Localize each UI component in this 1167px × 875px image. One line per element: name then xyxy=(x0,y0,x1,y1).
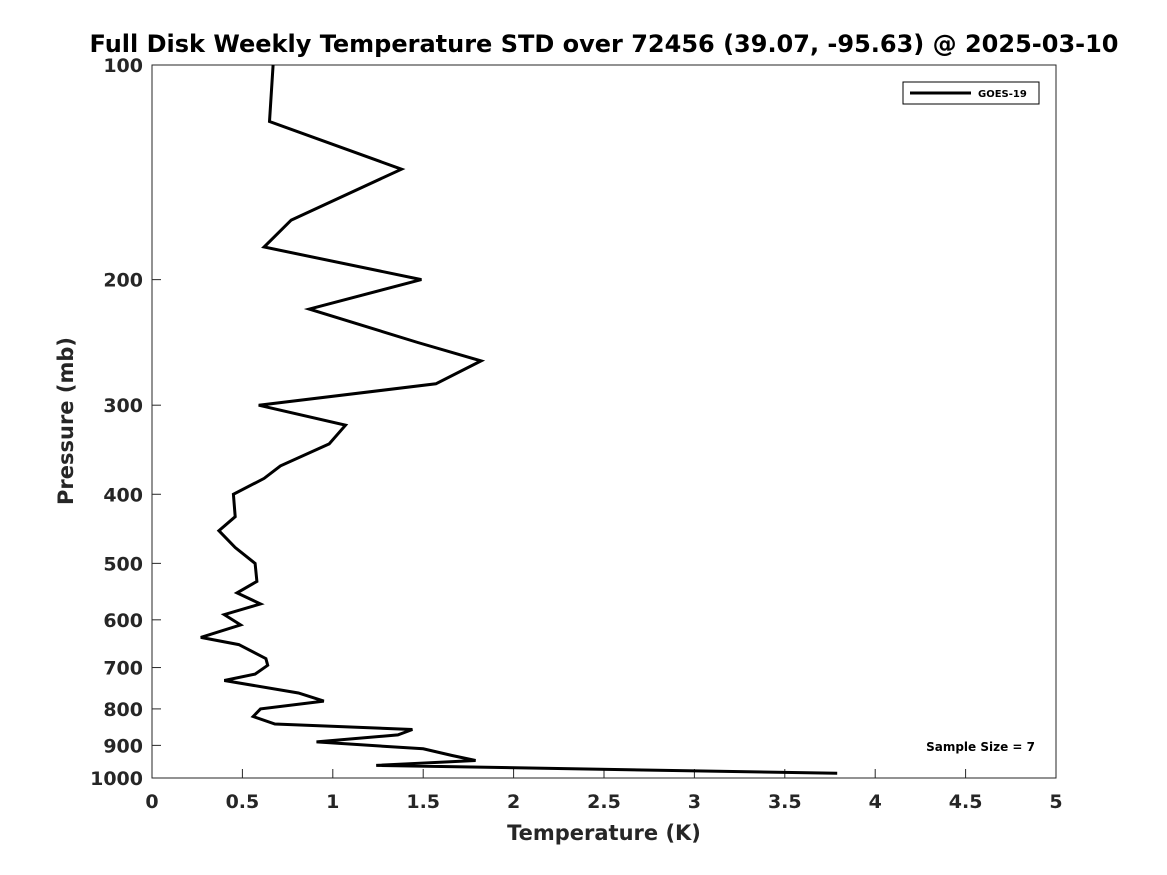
sample-size-annotation: Sample Size = 7 xyxy=(926,740,1035,754)
y-tick-label: 800 xyxy=(103,699,143,721)
x-tick-label: 1.5 xyxy=(406,791,440,813)
x-tick-label: 2 xyxy=(507,791,520,813)
legend-label-goes-19: GOES-19 xyxy=(978,89,1027,100)
y-tick-label: 300 xyxy=(103,395,143,417)
series-line-goes-19 xyxy=(200,64,838,775)
plot-area xyxy=(151,64,1057,779)
y-tick-label: 700 xyxy=(103,658,143,680)
y-axis-label: Pressure (mb) xyxy=(54,337,78,505)
x-axis-label: Temperature (K) xyxy=(507,821,701,845)
y-tick-label: 600 xyxy=(103,610,143,632)
y-tick-label: 1000 xyxy=(90,768,143,790)
x-tick-label: 1 xyxy=(326,791,339,813)
x-tick-label: 4.5 xyxy=(949,791,983,813)
legend: GOES-19 xyxy=(902,81,1040,105)
chart-title: Full Disk Weekly Temperature STD over 72… xyxy=(90,30,1119,58)
x-tick-label: 2.5 xyxy=(587,791,621,813)
y-tick-label: 400 xyxy=(103,484,143,506)
x-tick-label: 3.5 xyxy=(768,791,802,813)
y-tick-label: 900 xyxy=(103,735,143,757)
y-tick-label: 200 xyxy=(103,270,143,292)
x-tick-label: 4 xyxy=(869,791,882,813)
x-tick-label: 0.5 xyxy=(226,791,260,813)
x-tick-label: 3 xyxy=(688,791,701,813)
y-axis: 100 200 300 400 500 600 700 800 900 1000 xyxy=(90,55,161,790)
x-axis: 0 0.5 1 1.5 2 2.5 3 3.5 4 4.5 5 xyxy=(145,769,1063,813)
x-tick-label: 5 xyxy=(1049,791,1062,813)
y-tick-label: 500 xyxy=(103,553,143,575)
x-tick-label: 0 xyxy=(145,791,158,813)
y-tick-label: 100 xyxy=(103,55,143,77)
